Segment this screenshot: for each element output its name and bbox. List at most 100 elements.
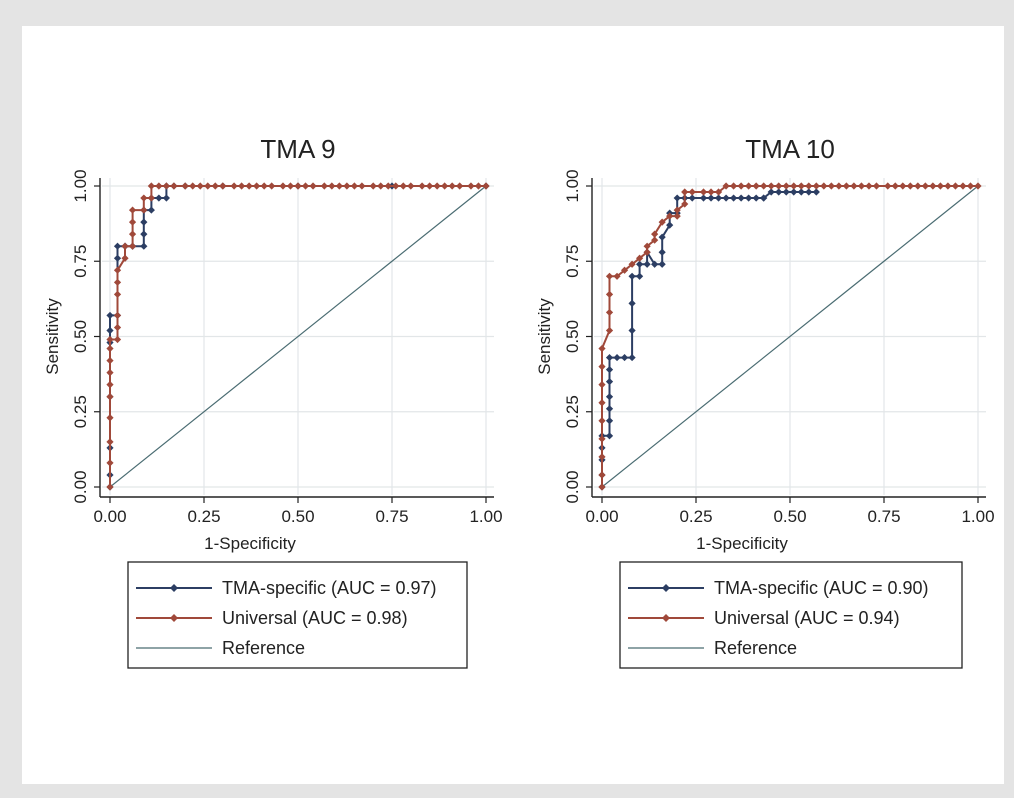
data-point — [335, 182, 343, 190]
x-tick-label: 1.00 — [469, 507, 502, 526]
data-point — [106, 483, 114, 491]
legend: TMA-specific (AUC = 0.97) Universal (AUC … — [127, 561, 468, 669]
data-point — [760, 182, 768, 190]
data-point — [181, 182, 189, 190]
data-point — [951, 182, 960, 190]
data-point — [805, 188, 813, 196]
data-point — [782, 188, 790, 196]
y-tick-label: 0.25 — [563, 395, 582, 428]
data-point — [147, 182, 155, 190]
data-point — [121, 242, 129, 250]
data-point — [620, 353, 629, 362]
y-tick-label: 0.00 — [563, 470, 582, 503]
data-point — [820, 182, 828, 190]
legend-swatch-marker — [662, 584, 670, 592]
data-point — [605, 417, 614, 425]
data-point — [722, 194, 730, 202]
data-point — [643, 242, 651, 250]
data-point — [737, 182, 745, 190]
data-point — [598, 344, 606, 353]
data-point — [113, 335, 122, 344]
data-point — [605, 272, 614, 280]
data-point — [328, 182, 336, 190]
data-point — [722, 182, 730, 190]
data-point — [113, 290, 122, 298]
data-point — [620, 266, 629, 274]
data-point — [113, 278, 122, 286]
data-point — [433, 182, 441, 190]
data-point — [343, 182, 351, 190]
data-point — [906, 182, 914, 190]
series-universal — [598, 182, 982, 491]
x-tick-label: 0.00 — [585, 507, 618, 526]
series-line — [601, 185, 979, 488]
data-point — [628, 326, 636, 335]
data-point — [790, 188, 798, 196]
x-tick-label: 0.50 — [281, 507, 314, 526]
data-point — [426, 182, 434, 190]
data-point — [384, 182, 392, 190]
data-point — [628, 260, 636, 268]
data-point — [128, 230, 137, 238]
data-point — [204, 182, 212, 190]
data-point — [238, 182, 246, 190]
y-tick-label: 0.75 — [71, 245, 90, 278]
data-point — [441, 182, 449, 190]
data-point — [745, 194, 753, 202]
data-point — [106, 414, 114, 422]
data-point — [121, 254, 129, 262]
data-point — [899, 182, 907, 190]
data-point — [196, 182, 204, 190]
data-point — [268, 182, 276, 190]
data-point — [613, 353, 621, 362]
data-point — [681, 200, 689, 208]
data-point — [113, 311, 122, 320]
x-tick-label: 1.00 — [961, 507, 994, 526]
series-universal — [106, 182, 490, 491]
data-point — [140, 218, 148, 226]
data-point — [598, 399, 606, 407]
x-tick-label: 0.75 — [375, 507, 408, 526]
data-point — [673, 212, 681, 220]
data-point — [128, 218, 137, 226]
data-point — [140, 242, 148, 250]
chart-tma-10: 0.00 0.25 0.50 0.75 1.00 0.00 0.25 0.50 0.75 1.00… — [535, 134, 995, 669]
data-point — [730, 194, 738, 202]
x-tick-label: 0.75 — [867, 507, 900, 526]
y-axis-label: Sensitivity — [535, 298, 554, 375]
data-point — [407, 182, 415, 190]
x-tick-label: 0.25 — [187, 507, 220, 526]
data-point — [797, 188, 805, 196]
data-point — [162, 194, 170, 202]
data-point — [651, 230, 659, 238]
y-tick-label: 1.00 — [71, 169, 90, 202]
data-point — [140, 206, 148, 214]
data-point — [189, 182, 197, 190]
data-point — [666, 212, 674, 220]
y-tick-label: 0.75 — [563, 245, 582, 278]
legend-box — [127, 561, 468, 669]
data-point — [106, 438, 114, 446]
data-point — [350, 182, 358, 190]
legend-entry: Reference — [714, 638, 797, 658]
data-point — [418, 182, 426, 190]
legend-entry: TMA-specific (AUC = 0.90) — [714, 578, 929, 598]
data-point — [944, 182, 952, 190]
y-tick-label: 0.25 — [71, 395, 90, 428]
legend-box — [619, 561, 963, 669]
data-point — [974, 182, 982, 190]
data-point — [651, 260, 659, 268]
data-point — [605, 308, 614, 317]
data-point — [140, 230, 148, 238]
y-tick-label: 1.00 — [563, 169, 582, 202]
data-point — [605, 378, 614, 386]
data-point — [767, 188, 775, 196]
data-point — [286, 182, 295, 190]
data-point — [309, 182, 317, 190]
data-point — [707, 194, 715, 202]
x-tick-label: 0.50 — [773, 507, 806, 526]
data-point — [790, 182, 798, 190]
series-line — [109, 185, 487, 488]
data-point — [767, 182, 775, 190]
data-point — [673, 206, 681, 214]
